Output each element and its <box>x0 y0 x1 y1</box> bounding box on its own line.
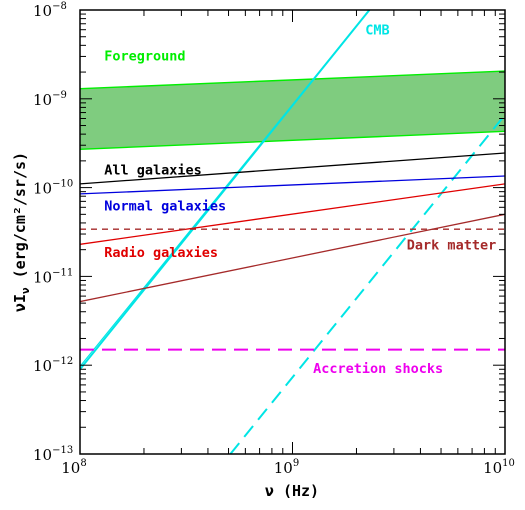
radio-galaxies-label: Radio galaxies <box>104 245 218 261</box>
y-tick-label: 10−12 <box>33 356 73 375</box>
radio-galaxies-line <box>80 183 505 245</box>
foreground-band-lower <box>80 130 505 150</box>
foreground-band-upper <box>80 70 505 90</box>
y-axis-label-units: (erg/cm²/sr/s) <box>11 152 29 287</box>
y-tick-label: 10−13 <box>33 445 73 464</box>
x-tick-label: 1010 <box>483 458 515 477</box>
x-tick-label: 108 <box>61 458 86 477</box>
y-tick-label: 10−11 <box>33 267 73 286</box>
y-axis-label-main: νI <box>11 294 29 312</box>
normal-galaxies-label: Normal galaxies <box>104 199 226 215</box>
x-axis-label: ν (Hz) <box>265 482 319 500</box>
series-2-line <box>229 114 505 454</box>
foreground-band-fill <box>80 71 505 150</box>
cmb-label: CMB <box>365 23 389 39</box>
y-tick-label: 10−9 <box>33 90 67 109</box>
x-tick-label: 109 <box>274 458 299 477</box>
foreground-label: Foreground <box>104 49 185 65</box>
y-axis-label: νIν (erg/cm²/sr/s) <box>11 152 32 312</box>
normal-galaxies-line <box>80 175 505 195</box>
all-galaxies-label: All galaxies <box>104 163 202 179</box>
y-tick-label: 10−10 <box>33 179 73 198</box>
dark-matter-label: Dark matter <box>407 238 496 254</box>
all-galaxies-line <box>80 152 505 185</box>
y-axis-label-sub: ν <box>19 287 32 294</box>
accretion-shocks-label: Accretion shocks <box>313 361 443 377</box>
y-tick-label: 10−8 <box>33 1 67 20</box>
